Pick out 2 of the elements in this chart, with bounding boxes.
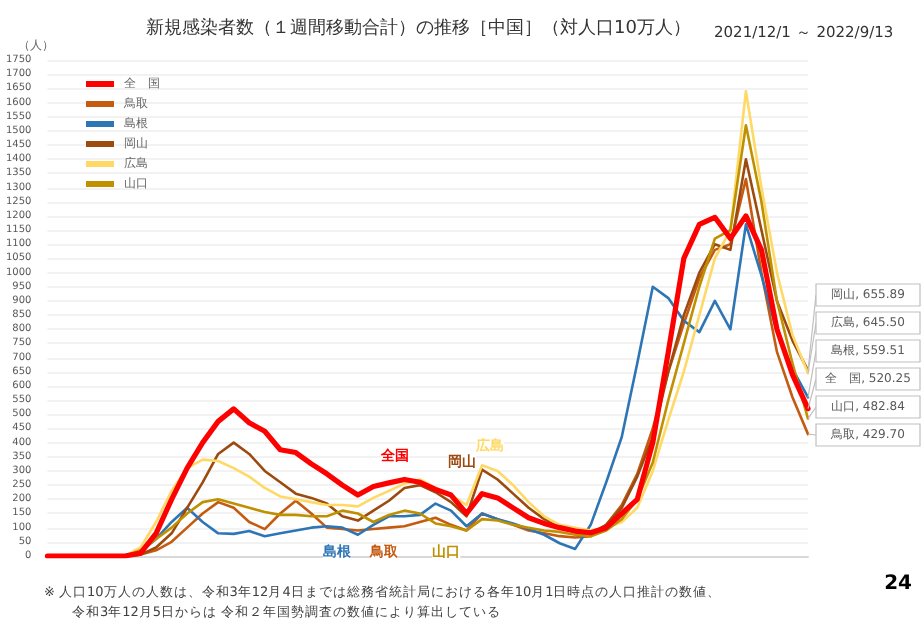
text: 24 <box>884 573 913 595</box>
chart-title: 新規感染者数（１週間移動合計）の推移［中国］（対人口10万人） <box>146 17 691 39</box>
